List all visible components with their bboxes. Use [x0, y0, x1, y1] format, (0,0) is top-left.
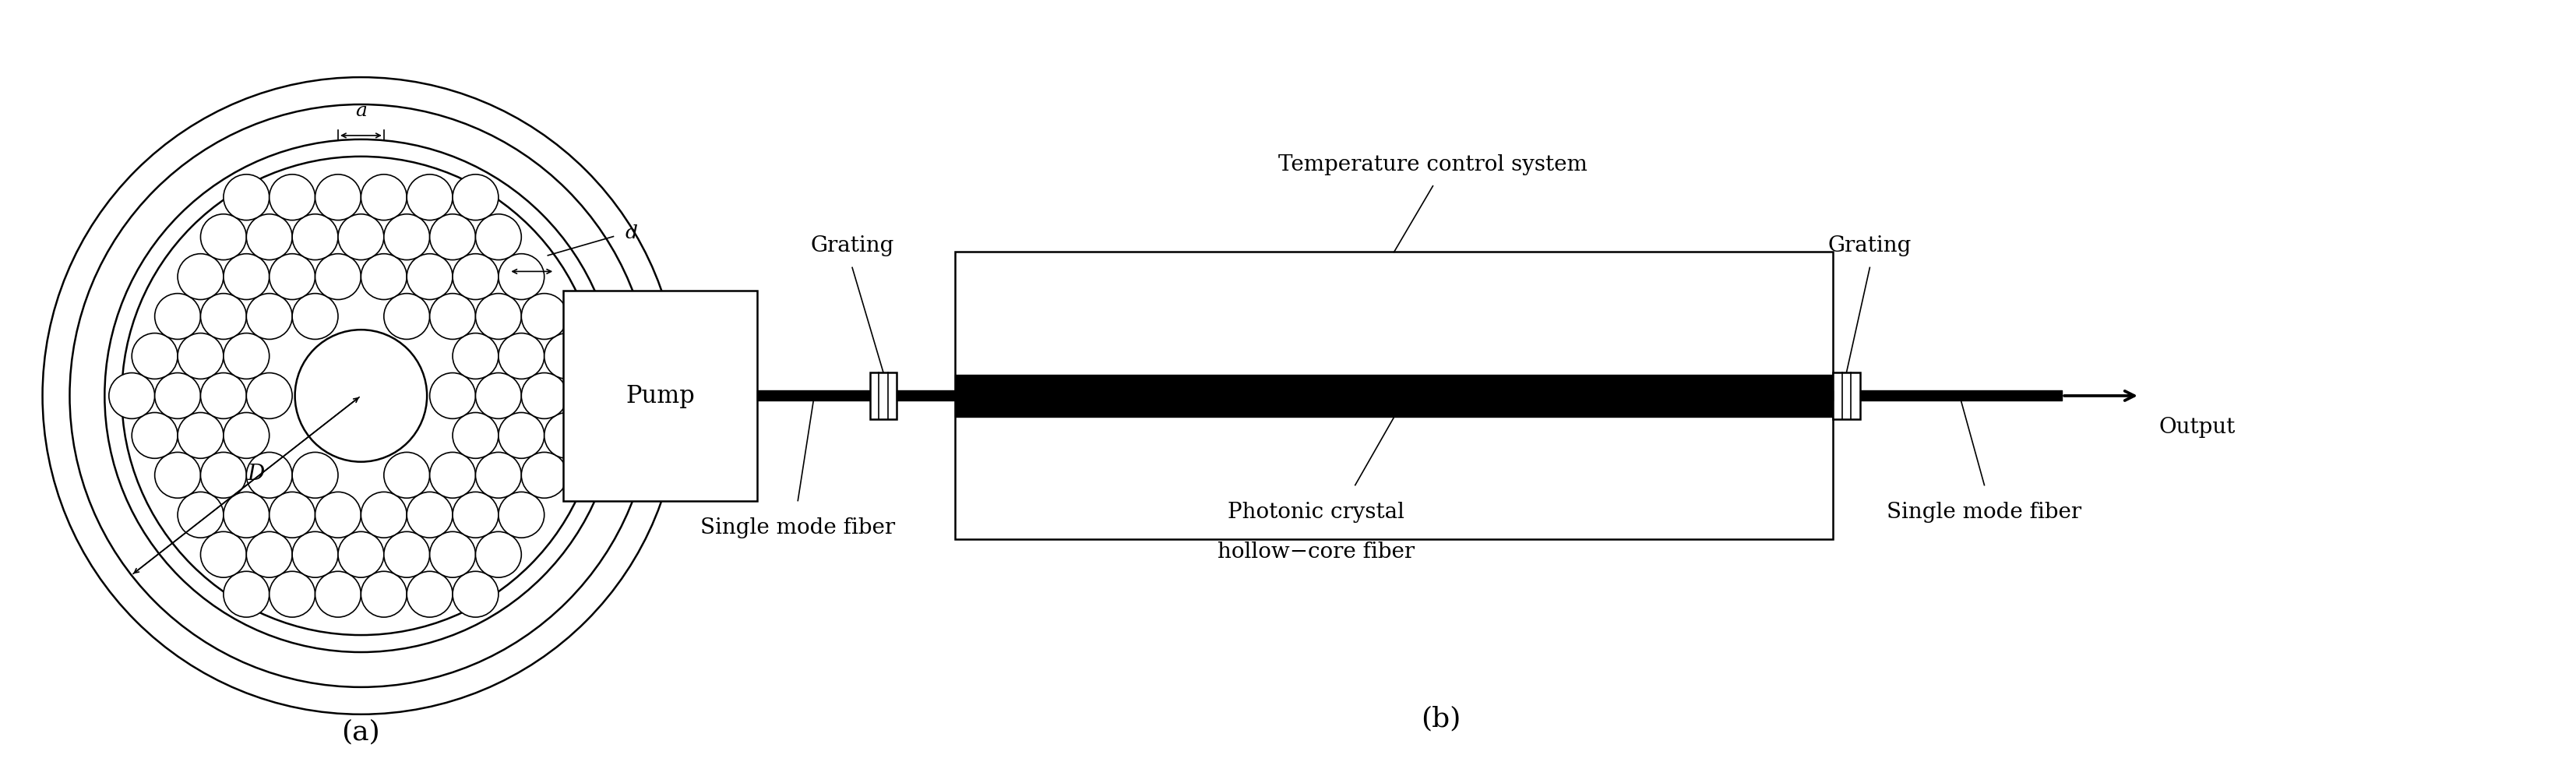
Text: Pump: Pump [626, 384, 696, 408]
Circle shape [497, 334, 544, 379]
Circle shape [453, 255, 497, 300]
Circle shape [224, 572, 270, 617]
Circle shape [477, 215, 520, 261]
Circle shape [247, 215, 291, 261]
Circle shape [430, 532, 477, 578]
Circle shape [247, 373, 291, 419]
Circle shape [407, 572, 453, 617]
Circle shape [477, 532, 520, 578]
Circle shape [178, 334, 224, 379]
Text: Single mode fiber: Single mode fiber [701, 517, 896, 537]
Text: a: a [355, 102, 366, 120]
Circle shape [544, 334, 590, 379]
Circle shape [337, 215, 384, 261]
Text: Grating: Grating [811, 235, 894, 257]
Circle shape [270, 255, 314, 300]
Text: (a): (a) [343, 719, 381, 744]
Circle shape [247, 453, 291, 498]
Circle shape [407, 492, 453, 538]
Circle shape [567, 373, 613, 419]
Circle shape [224, 255, 270, 300]
Circle shape [291, 294, 337, 340]
Circle shape [201, 532, 247, 578]
Circle shape [294, 330, 428, 462]
Circle shape [430, 215, 477, 261]
Circle shape [497, 492, 544, 538]
Circle shape [430, 294, 477, 340]
Circle shape [477, 453, 520, 498]
Circle shape [178, 492, 224, 538]
Circle shape [430, 373, 477, 419]
Circle shape [407, 175, 453, 221]
Circle shape [384, 215, 430, 261]
Text: (b): (b) [1419, 705, 1461, 732]
Circle shape [453, 334, 497, 379]
Circle shape [270, 175, 314, 221]
Text: d: d [626, 224, 636, 242]
Circle shape [361, 175, 407, 221]
Text: Photonic crystal: Photonic crystal [1229, 501, 1404, 522]
Circle shape [291, 532, 337, 578]
Circle shape [361, 255, 407, 300]
Circle shape [201, 453, 247, 498]
Circle shape [384, 453, 430, 498]
Circle shape [384, 294, 430, 340]
Circle shape [361, 572, 407, 617]
Bar [871, 373, 896, 419]
Circle shape [291, 453, 337, 498]
Circle shape [453, 572, 497, 617]
Text: hollow−core fiber: hollow−core fiber [1218, 541, 1414, 562]
Circle shape [108, 373, 155, 419]
Circle shape [155, 453, 201, 498]
Bar [564, 291, 757, 501]
Text: Output: Output [2159, 417, 2236, 437]
Text: Grating: Grating [1829, 235, 1911, 257]
Circle shape [497, 255, 544, 300]
Bar [956, 252, 1834, 539]
Circle shape [270, 572, 314, 617]
Bar [1834, 373, 1860, 419]
Circle shape [453, 492, 497, 538]
Circle shape [247, 532, 291, 578]
Circle shape [201, 373, 247, 419]
Circle shape [247, 294, 291, 340]
Circle shape [430, 453, 477, 498]
Circle shape [453, 413, 497, 459]
Circle shape [131, 334, 178, 379]
Circle shape [314, 492, 361, 538]
Circle shape [291, 215, 337, 261]
Circle shape [520, 294, 567, 340]
Circle shape [477, 373, 520, 419]
Circle shape [155, 294, 201, 340]
Circle shape [497, 413, 544, 459]
Circle shape [201, 294, 247, 340]
Circle shape [361, 492, 407, 538]
Circle shape [314, 255, 361, 300]
Circle shape [520, 453, 567, 498]
Text: Temperature control system: Temperature control system [1278, 154, 1587, 175]
Circle shape [477, 294, 520, 340]
Circle shape [314, 175, 361, 221]
Circle shape [270, 492, 314, 538]
Circle shape [224, 175, 270, 221]
Circle shape [155, 373, 201, 419]
Circle shape [131, 413, 178, 459]
Circle shape [520, 373, 567, 419]
Circle shape [224, 492, 270, 538]
Circle shape [178, 413, 224, 459]
Circle shape [384, 532, 430, 578]
Circle shape [407, 255, 453, 300]
Circle shape [224, 334, 270, 379]
Circle shape [337, 532, 384, 578]
Circle shape [201, 215, 247, 261]
Text: D: D [247, 463, 265, 485]
Text: Single mode fiber: Single mode fiber [1888, 501, 2081, 522]
Circle shape [453, 175, 497, 221]
Circle shape [224, 413, 270, 459]
Circle shape [314, 572, 361, 617]
Circle shape [544, 413, 590, 459]
Circle shape [178, 255, 224, 300]
